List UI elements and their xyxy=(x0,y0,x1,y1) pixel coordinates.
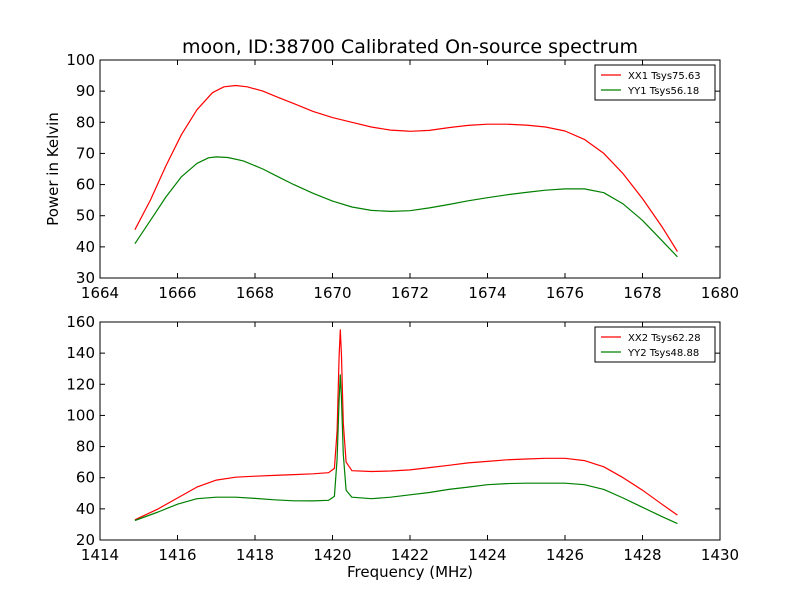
y-tick-label: 120 xyxy=(66,375,95,393)
x-tick-label: 1422 xyxy=(391,546,429,564)
legend-box xyxy=(594,326,716,363)
x-tick-label: 1668 xyxy=(236,284,274,302)
y-tick-label: 60 xyxy=(76,469,95,487)
y-tick-label: 160 xyxy=(66,313,95,331)
y-tick-label: 80 xyxy=(76,438,95,456)
x-tick-label: 1424 xyxy=(468,546,506,564)
x-tick-label: 1420 xyxy=(313,546,351,564)
y-tick-label: 40 xyxy=(76,500,95,518)
y-tick-label: 90 xyxy=(76,82,95,100)
legend-box xyxy=(594,64,716,101)
series-line-yy1 xyxy=(134,156,678,258)
chart-title: moon, ID:38700 Calibrated On-source spec… xyxy=(182,36,638,58)
x-tick-label: 1670 xyxy=(313,284,351,302)
y-tick-label: 100 xyxy=(66,406,95,424)
top-plot: 1664 1666 1668 1670 1672 1674 1676 1678 1680 30 40… xyxy=(44,51,739,302)
x-tick-label: 1414 xyxy=(81,546,119,564)
y-tick-label: 20 xyxy=(76,531,95,549)
x-tick-label: 1680 xyxy=(701,284,739,302)
x-tick-label: 1426 xyxy=(546,546,584,564)
legend-label: XX2 Tsys62.28 xyxy=(628,333,701,344)
series-line-xx1 xyxy=(134,84,678,252)
x-tick-label: 1416 xyxy=(158,546,196,564)
y-axis-label: Power in Kelvin xyxy=(44,112,62,226)
x-tick-label: 1666 xyxy=(158,284,196,302)
x-tick-label: 1678 xyxy=(623,284,661,302)
y-tick-label: 50 xyxy=(76,207,95,225)
legend-label: XX1 Tsys75.63 xyxy=(628,71,701,82)
series-line-yy2 xyxy=(134,374,678,525)
legend-label: YY2 Tsys48.88 xyxy=(627,348,699,359)
y-tick-label: 30 xyxy=(76,269,95,287)
bottom-plot: 1414 1416 1418 1420 1422 1424 1426 1428 1430 20 40… xyxy=(66,313,739,581)
x-tick-label: 1672 xyxy=(391,284,429,302)
x-tick-label: 1418 xyxy=(236,546,274,564)
legend-label: YY1 Tsys56.18 xyxy=(627,86,699,97)
x-axis-label: Frequency (MHz) xyxy=(347,563,473,581)
series-line-xx2 xyxy=(134,329,678,521)
y-tick-label: 40 xyxy=(76,238,95,256)
legend: XX2 Tsys62.28 YY2 Tsys48.88 xyxy=(594,326,716,363)
y-tick-label: 100 xyxy=(66,51,95,69)
x-tick-label: 1428 xyxy=(623,546,661,564)
x-tick-label: 1676 xyxy=(546,284,584,302)
legend: XX1 Tsys75.63 YY1 Tsys56.18 xyxy=(594,64,716,101)
x-tick-label: 1664 xyxy=(81,284,119,302)
y-tick-label: 140 xyxy=(66,344,95,362)
y-tick-label: 70 xyxy=(76,144,95,162)
y-tick-label: 80 xyxy=(76,113,95,131)
x-tick-label: 1674 xyxy=(468,284,506,302)
x-tick-label: 1430 xyxy=(701,546,739,564)
y-tick-label: 60 xyxy=(76,176,95,194)
